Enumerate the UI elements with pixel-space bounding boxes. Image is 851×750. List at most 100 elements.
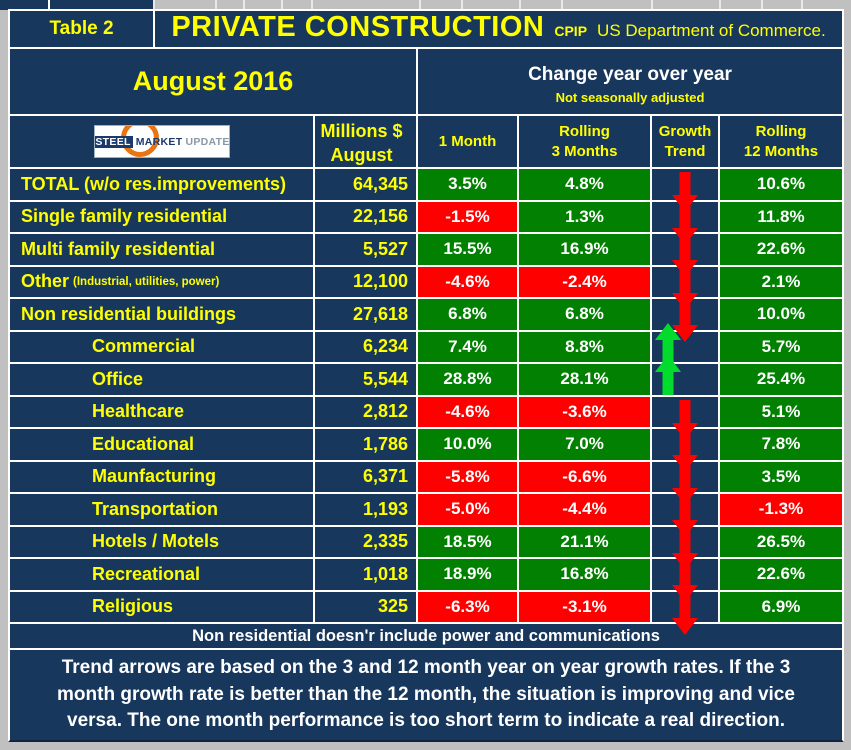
one-month-value: 10.0% bbox=[443, 434, 492, 454]
gridline-tick bbox=[243, 0, 245, 9]
millions-value: 1,018 bbox=[362, 563, 408, 584]
one-month-cell: 18.9% bbox=[418, 559, 519, 590]
gridline-tick bbox=[48, 0, 50, 9]
rolling-3-months-cell: 4.8% bbox=[519, 169, 652, 200]
millions-value: 6,234 bbox=[362, 336, 408, 357]
row-label-note: (Industrial, utilities, power) bbox=[73, 275, 220, 288]
trend-up-icon bbox=[655, 322, 681, 363]
table-row: Non residential buildings 27,618 6.8% 6.8% 1… bbox=[10, 299, 842, 342]
table-row: Transportation 1,193 -5.0% -4.4% -1.3% bbox=[10, 494, 842, 537]
row-label-cell: Religious bbox=[10, 591, 315, 622]
column-header-line: Trend bbox=[664, 142, 706, 160]
period-cell: August 2016 bbox=[10, 49, 418, 114]
gridline-tick bbox=[519, 0, 521, 9]
one-month-cell: 3.5% bbox=[418, 169, 519, 200]
steel-market-update-logo: STEEL MARKET UPDATE bbox=[93, 125, 230, 158]
row-label-cell: Commercial bbox=[10, 331, 315, 362]
rolling-3-months-value: -4.4% bbox=[562, 499, 607, 519]
rolling-12-months-value: 10.6% bbox=[756, 174, 806, 194]
millions-value: 64,345 bbox=[352, 173, 408, 194]
rolling-12-months-value: -1.3% bbox=[758, 499, 804, 519]
row-label-cell: Healthcare bbox=[10, 396, 315, 427]
table-row: Other (Industrial, utilities, power) 12,10… bbox=[10, 266, 842, 310]
rolling-3-months-value: -3.6% bbox=[562, 401, 607, 421]
table-row: Multi family residential 5,527 15.5% 16.9% 2… bbox=[10, 234, 842, 277]
footnote-cell: Non residential doesn'r include power an… bbox=[10, 624, 842, 648]
trend-up-icon bbox=[655, 355, 681, 395]
rolling-12-months-cell: 10.6% bbox=[720, 169, 842, 200]
trend-down-icon bbox=[672, 269, 698, 310]
millions-cell: 1,193 bbox=[315, 494, 418, 525]
millions-cell: 27,618 bbox=[315, 299, 418, 330]
table-row: Hotels / Motels 2,335 18.5% 21.1% 26.5% bbox=[10, 526, 842, 570]
trend-down-icon bbox=[672, 497, 698, 537]
trend-down-icon bbox=[672, 399, 698, 440]
row-label-cell: Other (Industrial, utilities, power) bbox=[10, 266, 315, 297]
growth-trend-cell bbox=[652, 396, 720, 440]
rolling-12-months-value: 22.6% bbox=[756, 564, 806, 584]
rolling-12-months-value: 5.1% bbox=[761, 401, 801, 421]
rolling-12-months-value: 22.6% bbox=[756, 239, 806, 259]
row-label: Educational bbox=[92, 433, 195, 454]
trend-down-icon bbox=[672, 529, 698, 570]
table-number-cell: Table 2 bbox=[10, 11, 155, 47]
private-construction-table: Table 2 PRIVATE CONSTRUCTION CPIP US Dep… bbox=[8, 9, 844, 742]
title-cell: PRIVATE CONSTRUCTION CPIP US Department … bbox=[155, 11, 842, 47]
gridline-tick bbox=[651, 0, 653, 9]
row-label: Healthcare bbox=[92, 401, 185, 422]
one-month-cell: 6.8% bbox=[418, 299, 519, 330]
rolling-12-months-value: 5.7% bbox=[761, 336, 801, 356]
period-label: August 2016 bbox=[132, 66, 294, 96]
table-row: Maunfacturing 6,371 -5.8% -6.6% 3.5% bbox=[10, 461, 842, 505]
growth-trend-cell bbox=[652, 234, 720, 277]
rolling-12-months-value: 6.9% bbox=[761, 596, 801, 616]
column-header-line: Growth bbox=[658, 123, 712, 140]
title-row: Table 2 PRIVATE CONSTRUCTION CPIP US Dep… bbox=[10, 11, 842, 49]
rolling-3-months-cell: 28.1% bbox=[519, 364, 652, 395]
table-row: Recreational 1,018 18.9% 16.8% 22.6% bbox=[10, 559, 842, 602]
row-label: Recreational bbox=[92, 563, 201, 584]
rolling-3-months-cell: -3.1% bbox=[519, 591, 652, 622]
column-header-line: Rolling bbox=[755, 123, 807, 140]
rolling-12-months-cell: 10.0% bbox=[720, 299, 842, 330]
rolling-3-months-value: 1.3% bbox=[565, 206, 604, 226]
column-header-line: August bbox=[330, 144, 393, 165]
change-subtitle: Not seasonally adjusted bbox=[555, 90, 705, 105]
millions-value: 325 bbox=[377, 596, 408, 617]
one-month-cell: -4.6% bbox=[418, 266, 519, 297]
millions-value: 12,100 bbox=[352, 271, 408, 292]
one-month-cell: -1.5% bbox=[418, 201, 519, 232]
growth-trend-cell bbox=[652, 494, 720, 537]
one-month-value: -5.0% bbox=[445, 499, 490, 519]
row-label-cell: Non residential buildings bbox=[10, 299, 315, 330]
growth-trend-cell bbox=[652, 559, 720, 602]
row-label: Office bbox=[92, 368, 144, 389]
column-header-row: STEEL MARKET UPDATE Millions $ August 1 Mo… bbox=[10, 116, 842, 169]
row-label-cell: Hotels / Motels bbox=[10, 526, 315, 557]
one-month-value: -1.5% bbox=[445, 206, 490, 226]
one-month-value: 15.5% bbox=[443, 239, 492, 259]
gridline-tick bbox=[561, 0, 563, 9]
growth-trend-cell bbox=[652, 355, 720, 395]
rolling-12-months-value: 10.0% bbox=[756, 304, 806, 324]
row-label: Religious bbox=[92, 596, 174, 617]
column-header-line: Millions $ bbox=[320, 121, 403, 142]
row-label: Commercial bbox=[92, 336, 196, 357]
table-row: Office 5,544 28.8% 28.1% 25.4% bbox=[10, 355, 842, 397]
millions-cell: 5,527 bbox=[315, 234, 418, 265]
one-month-cell: -4.6% bbox=[418, 396, 519, 427]
row-label-cell: TOTAL (w/o res.improvements) bbox=[10, 169, 315, 200]
one-month-cell: 18.5% bbox=[418, 526, 519, 557]
rolling-3-months-value: 7.0% bbox=[565, 434, 604, 454]
row-label-cell: Recreational bbox=[10, 559, 315, 590]
rolling-12-months-value: 25.4% bbox=[756, 369, 806, 389]
row-label: TOTAL (w/o res.improvements) bbox=[21, 173, 287, 194]
rolling-3-months-cell: 1.3% bbox=[519, 201, 652, 232]
gridline-tick bbox=[801, 0, 803, 9]
growth-trend-cell bbox=[652, 299, 720, 342]
one-month-cell: 15.5% bbox=[418, 234, 519, 265]
gridline-tick bbox=[215, 0, 217, 9]
column-header-millions: Millions $ August bbox=[315, 116, 418, 167]
millions-value: 22,156 bbox=[352, 206, 408, 227]
